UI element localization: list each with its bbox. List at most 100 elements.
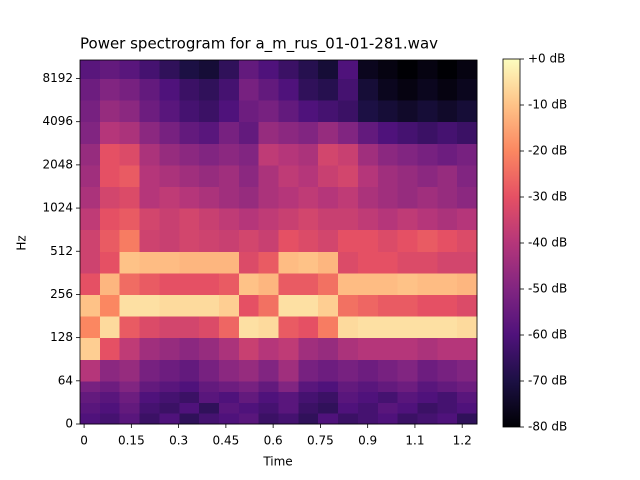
- spectrogram-cell: [258, 121, 279, 144]
- spectrogram-cell: [397, 380, 418, 393]
- spectrogram-cell: [357, 208, 379, 231]
- spectrogram-cell: [199, 164, 220, 187]
- spectrogram-cell: [80, 413, 101, 425]
- colorbar-tick-label: -60 dB: [528, 328, 567, 342]
- spectrogram-cell: [99, 164, 121, 187]
- spectrogram-cell: [377, 272, 399, 295]
- spectrogram-cell: [139, 208, 160, 231]
- spectrogram-cell: [119, 380, 141, 393]
- spectrogram-cell: [278, 186, 299, 209]
- spectrogram-cell: [199, 100, 220, 123]
- spectrogram-cell: [218, 413, 240, 425]
- spectrogram-cell: [338, 164, 359, 187]
- spectrogram-cell: [437, 316, 458, 339]
- spectrogram-cell: [278, 272, 299, 295]
- spectrogram-cell: [278, 143, 299, 166]
- spectrogram-cell: [377, 121, 399, 144]
- spectrogram-cell: [159, 413, 180, 425]
- spectrogram-cell: [80, 78, 101, 101]
- spectrogram-cell: [357, 143, 379, 166]
- spectrogram-cell: [457, 402, 478, 414]
- spectrogram-cell: [318, 121, 339, 144]
- spectrogram-cell: [199, 294, 220, 317]
- spectrogram-cell: [119, 251, 141, 274]
- spectrogram-cell: [397, 164, 418, 187]
- spectrogram-cell: [338, 78, 359, 101]
- spectrogram-cell: [278, 164, 299, 187]
- spectrogram-cell: [278, 100, 299, 123]
- spectrogram-cell: [99, 391, 121, 403]
- spectrogram-cell: [179, 208, 200, 231]
- spectrogram-cell: [318, 100, 339, 123]
- spectrogram-cell: [119, 100, 141, 123]
- spectrogram-cell: [139, 251, 160, 274]
- spectrogram-cell: [80, 186, 101, 209]
- spectrogram-cell: [179, 143, 200, 166]
- spectrogram-cell: [218, 251, 240, 274]
- spectrogram-cell: [159, 337, 180, 361]
- spectrogram-cell: [258, 143, 279, 166]
- spectrogram-cell: [397, 402, 418, 414]
- spectrogram-cell: [80, 208, 101, 231]
- spectrogram-cell: [218, 391, 240, 403]
- spectrogram-cell: [357, 186, 379, 209]
- spectrogram-cell: [119, 337, 141, 361]
- spectrogram-cell: [318, 402, 339, 414]
- spectrogram-cell: [357, 413, 379, 425]
- spectrogram-cell: [338, 413, 359, 425]
- spectrogram-cell: [238, 337, 260, 361]
- spectrogram-cell: [357, 60, 379, 80]
- spectrogram-cell: [397, 208, 418, 231]
- spectrogram-cell: [457, 143, 478, 166]
- spectrogram-cell: [417, 100, 438, 123]
- spectrogram-cell: [437, 229, 458, 252]
- spectrogram-cell: [258, 229, 279, 252]
- spectrogram-cell: [119, 60, 141, 80]
- spectrogram-cell: [80, 251, 101, 274]
- spectrogram-cell: [377, 359, 399, 382]
- y-tick-label: 512: [50, 244, 73, 258]
- spectrogram-cell: [238, 380, 260, 393]
- spectrogram-cell: [179, 391, 200, 403]
- spectrogram-cell: [377, 294, 399, 317]
- spectrogram-cell: [258, 78, 279, 101]
- spectrogram-cell: [338, 60, 359, 80]
- spectrogram-cell: [238, 78, 260, 101]
- spectrogram-cell: [457, 229, 478, 252]
- spectrogram-cell: [338, 272, 359, 295]
- spectrogram-cell: [258, 272, 279, 295]
- spectrogram-cell: [99, 100, 121, 123]
- spectrogram-cell: [179, 316, 200, 339]
- spectrogram-cell: [397, 413, 418, 425]
- spectrogram-cell: [119, 316, 141, 339]
- spectrogram-cell: [377, 251, 399, 274]
- spectrogram-cell: [417, 164, 438, 187]
- spectrogram-cell: [199, 229, 220, 252]
- spectrogram-cell: [457, 164, 478, 187]
- spectrogram-cell: [238, 100, 260, 123]
- spectrogram-cell: [139, 413, 160, 425]
- spectrogram-cell: [318, 294, 339, 317]
- spectrogram-cell: [437, 121, 458, 144]
- spectrogram-cell: [377, 316, 399, 339]
- spectrogram-cell: [397, 78, 418, 101]
- spectrogram-cell: [417, 413, 438, 425]
- spectrogram-cell: [437, 251, 458, 274]
- spectrogram-cell: [80, 402, 101, 414]
- x-tick-label: 0.45: [213, 434, 240, 448]
- spectrogram-cell: [417, 121, 438, 144]
- spectrogram-cell: [238, 60, 260, 80]
- spectrogram-cell: [397, 251, 418, 274]
- spectrogram-cell: [457, 380, 478, 393]
- spectrogram-cell: [139, 229, 160, 252]
- spectrogram-cell: [218, 316, 240, 339]
- spectrogram-cell: [457, 186, 478, 209]
- spectrogram-cell: [238, 229, 260, 252]
- spectrogram-cell: [159, 229, 180, 252]
- chart-title: Power spectrogram for a_m_rus_01-01-281.…: [80, 35, 438, 54]
- spectrogram-cell: [258, 413, 279, 425]
- spectrogram-cell: [377, 143, 399, 166]
- spectrogram-cell: [397, 229, 418, 252]
- spectrogram-cell: [139, 100, 160, 123]
- spectrogram-cell: [298, 121, 319, 144]
